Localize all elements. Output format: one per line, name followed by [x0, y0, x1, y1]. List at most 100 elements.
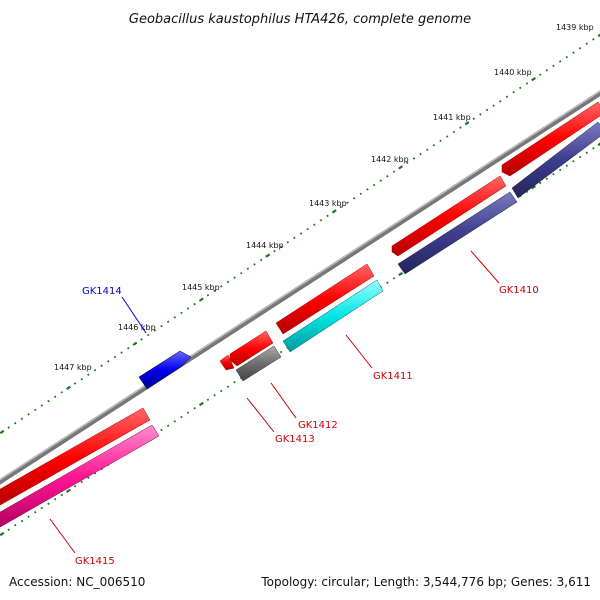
tick-label: 1446 kbp [118, 323, 156, 332]
gene-label-gk1410: GK1410 [499, 285, 539, 296]
minor-tick [472, 117, 475, 121]
minor-tick [525, 82, 529, 85]
minor-tick [306, 227, 309, 231]
gene-arrow-gk1411-forward [275, 263, 375, 335]
major-tick [265, 253, 271, 258]
major-tick [597, 142, 600, 147]
minor-tick [392, 170, 396, 173]
minor-tick [319, 219, 323, 222]
minor-tick [140, 338, 143, 341]
major-tick [66, 488, 71, 493]
minor-tick [47, 399, 50, 403]
minor-tick [220, 389, 223, 393]
feature-bars [0, 121, 600, 528]
major-tick [398, 271, 404, 277]
minor-tick [253, 263, 256, 266]
minor-tick [538, 181, 542, 185]
forward-strand-genes [0, 101, 600, 506]
minor-tick [107, 360, 110, 363]
minor-tick [186, 307, 190, 310]
minor-tick [572, 51, 575, 54]
minor-tick [173, 316, 176, 319]
tick-label: 1445 kbp [182, 283, 220, 292]
minor-tick [213, 394, 216, 397]
major-tick [531, 185, 536, 190]
minor-tick [558, 60, 562, 63]
minor-tick [412, 157, 416, 160]
minor-tick [572, 160, 575, 163]
minor-tick [512, 91, 515, 94]
minor-tick [326, 214, 329, 218]
minor-tick [578, 155, 582, 159]
minor-tick [545, 69, 549, 72]
minor-tick [27, 413, 30, 416]
minor-tick [346, 201, 349, 204]
minor-tick [565, 164, 568, 167]
minor-tick [545, 177, 549, 180]
minor-tick [525, 190, 529, 193]
gene-arrow-gk1414 [138, 350, 192, 390]
genome-backbone [0, 90, 600, 485]
minor-tick [34, 408, 37, 412]
minor-tick [146, 333, 150, 337]
minor-tick [479, 113, 482, 116]
minor-tick [166, 424, 170, 427]
minor-tick [14, 421, 17, 425]
minor-tick [293, 236, 296, 240]
minor-tick [7, 426, 10, 429]
major-tick [198, 401, 204, 407]
minor-tick [160, 324, 163, 328]
minor-tick [34, 511, 37, 514]
genome-summary-text: Topology: circular; Length: 3,544,776 bp… [260, 575, 591, 589]
minor-tick [273, 249, 276, 253]
minor-tick [519, 86, 522, 90]
major-tick [331, 209, 337, 214]
minor-tick [226, 280, 230, 284]
gene-label-gk1411: GK1411 [373, 371, 413, 382]
gene-bar-gk1410b [511, 121, 600, 199]
major-tick [0, 429, 5, 435]
minor-tick [80, 377, 83, 381]
minor-tick [220, 285, 223, 288]
minor-tick [73, 382, 77, 385]
minor-tick [492, 104, 495, 107]
major-tick [0, 531, 5, 537]
minor-tick [120, 351, 123, 354]
minor-tick [60, 493, 64, 497]
minor-tick [193, 407, 196, 410]
gene-bar-gk1412 [235, 345, 282, 382]
gene-arrow-gk1410-forward [391, 175, 507, 257]
minor-tick [585, 151, 588, 154]
minor-tick [233, 276, 236, 279]
minor-tick [239, 271, 243, 275]
minor-tick [27, 515, 30, 518]
minor-tick [180, 415, 183, 419]
minor-tick [505, 95, 509, 99]
minor-tick [80, 480, 83, 484]
minor-tick [206, 398, 210, 401]
minor-tick [259, 258, 263, 262]
minor-tick [73, 485, 77, 488]
tick-label: 1440 kbp [494, 68, 532, 77]
gene-label-gk1412: GK1412 [298, 420, 338, 431]
minor-tick [406, 161, 409, 165]
minor-tick [180, 311, 183, 315]
minor-tick [538, 73, 542, 76]
minor-tick [459, 126, 462, 129]
minor-tick [286, 241, 289, 244]
gene-bar-gk1411 [282, 279, 384, 353]
major-tick [464, 121, 470, 126]
minor-tick [392, 277, 396, 280]
minor-tick [113, 355, 117, 359]
tick-label: 1443 kbp [309, 199, 347, 208]
minor-tick [93, 368, 97, 372]
major-tick [597, 33, 600, 38]
minor-tick [246, 267, 250, 271]
tick-label: 1439 kbp [556, 23, 594, 32]
minor-tick [565, 55, 568, 59]
minor-tick [213, 289, 216, 293]
minor-tick [426, 148, 429, 151]
minor-tick [439, 139, 442, 143]
minor-tick [386, 174, 389, 178]
